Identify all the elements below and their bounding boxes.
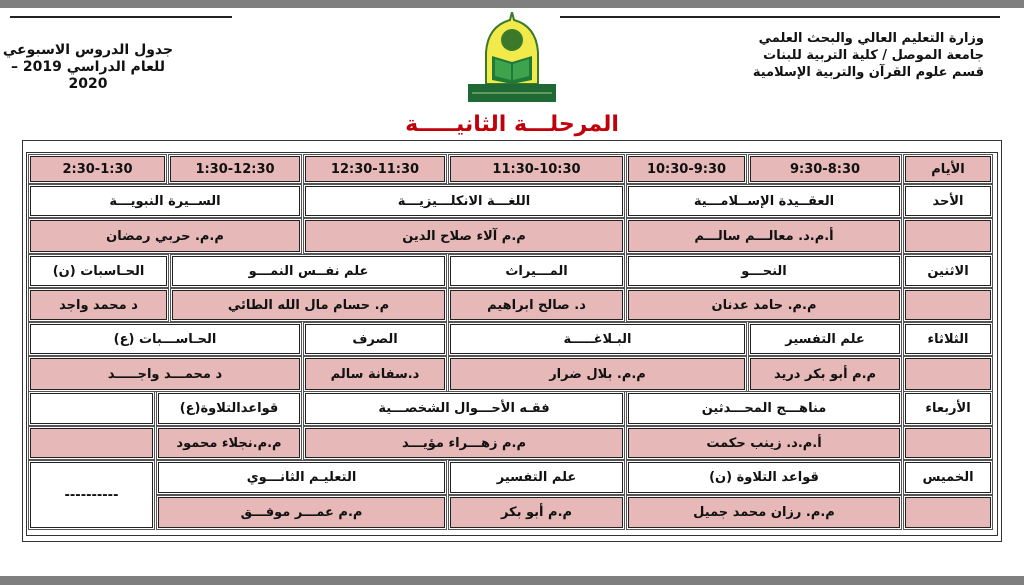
time-header: 1:30-12:30 (168, 154, 302, 184)
header-line: جامعة الموصل / كلية التربية للبنات (763, 48, 984, 63)
teacher-cell: م. حسام مال الله الطائي (170, 288, 447, 322)
teacher-cell: د محمـــد واجـــــد (28, 356, 302, 392)
empty-slot-dashes: ---------- (28, 460, 155, 530)
subject-cell: فقـه الأحـــوال الشخصـــية (303, 391, 625, 426)
subject-cell: المـــيراث (448, 254, 625, 288)
subject-cell: علم نفــس النمـــو (170, 254, 447, 288)
subject-cell: علم التفسير (448, 460, 625, 495)
bottom-bar (0, 576, 1024, 585)
ministry-header: وزارة التعليم العالي والبحث العلمي جامعة… (753, 30, 984, 81)
teacher-cell: م.م زهـــراء مؤيـــد (303, 426, 625, 460)
time-header: 10:30-9:30 (626, 154, 747, 184)
header-rule-left (10, 16, 232, 18)
header-rule-right (560, 16, 1000, 18)
day-tuesday: الثلاثاء (903, 322, 993, 356)
empty-cell (28, 426, 155, 460)
teacher-cell: أ.م.د. زينب حكمت (626, 426, 902, 460)
day-blank (903, 288, 993, 322)
schedule-header: جدول الدروس الاسبوعي للعام الدراسي 2019 … (0, 42, 176, 93)
subject-cell: النحـــو (626, 254, 902, 288)
subject-cell: الحـاســـبات (ع) (28, 322, 302, 356)
day-thursday: الخميس (903, 460, 993, 495)
header-line: قسم علوم القرآن والتربية الإسلامية (752, 65, 984, 80)
top-bar (0, 0, 1024, 8)
header-line: للعام الدراسي 2019 – 2020 (11, 59, 165, 92)
schedule-table (26, 152, 998, 536)
day-wednesday: الأربعاء (903, 391, 993, 426)
teacher-cell: م.م آلاء صلاح الدين (303, 218, 625, 254)
stage-title: المرحلـــة الثانيـــــة (405, 112, 619, 137)
subject-cell: الصرف (303, 322, 447, 356)
day-monday: الاثنين (903, 254, 993, 288)
subject-cell: الســيرة النبويـــة (28, 184, 302, 218)
subject-cell: اللغـــة الانكلـــيزيـــة (303, 184, 625, 218)
time-header: 9:30-8:30 (748, 154, 902, 184)
subject-cell: التعليـم الثانـــوي (156, 460, 447, 495)
teacher-cell: د. صالح ابراهيم (448, 288, 625, 322)
university-logo (468, 12, 556, 102)
subject-cell: قواعدالتلاوة(ع) (156, 391, 302, 426)
empty-cell (28, 391, 155, 426)
teacher-cell: م.م. رزان محمد جميل (626, 495, 902, 530)
teacher-cell: م.م. حربي رمضان (28, 218, 302, 254)
teacher-cell: م.م أبو بكر (448, 495, 625, 530)
day-blank (903, 426, 993, 460)
teacher-cell: د محمد واجد (28, 288, 169, 322)
subject-cell: البـلاغـــــة (448, 322, 747, 356)
subject-cell: العقــيدة الإســلامـــية (626, 184, 902, 218)
time-header: 11:30-10:30 (448, 154, 625, 184)
teacher-cell: أ.م.د. معالـــم سالـــم (626, 218, 902, 254)
header-line: جدول الدروس الاسبوعي (2, 42, 174, 58)
header-line: وزارة التعليم العالي والبحث العلمي (758, 31, 984, 46)
teacher-cell: م.م أبو بكر دريد (748, 356, 902, 392)
teacher-cell: م.م. حامد عدنان (626, 288, 902, 322)
day-blank (903, 495, 993, 530)
day-blank (903, 218, 993, 254)
subject-cell: علم التفسير (748, 322, 902, 356)
teacher-cell: م.م عمـــر موفـــق (156, 495, 447, 530)
days-header: الأيام (903, 154, 993, 184)
time-header: 12:30-11:30 (303, 154, 447, 184)
teacher-cell: م.م. بلال ضرار (448, 356, 747, 392)
teacher-cell: د.سفانة سالم (303, 356, 447, 392)
subject-cell: مناهـــج المحـــدثين (626, 391, 902, 426)
teacher-cell: م.م.نجلاء محمود (156, 426, 302, 460)
subject-cell: الحـاسبات (ن) (28, 254, 169, 288)
day-blank (903, 356, 993, 392)
subject-cell: قواعد التلاوة (ن) (626, 460, 902, 495)
day-sunday: الأحد (903, 184, 993, 218)
time-header: 2:30-1:30 (28, 154, 167, 184)
page-frame (22, 140, 1002, 542)
